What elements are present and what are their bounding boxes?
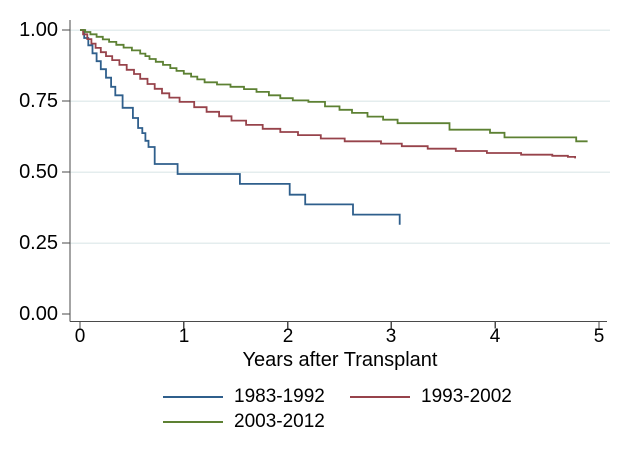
survival-curve-1993-2002 xyxy=(80,29,576,159)
y-tick-label-0.50: 0.50 xyxy=(19,161,58,183)
x-tick-label-5: 5 xyxy=(593,326,605,347)
survival-curve-1983-1992 xyxy=(80,29,401,225)
x-tick-label-3: 3 xyxy=(385,326,397,347)
legend-line-1983-1992 xyxy=(163,396,223,398)
x-tick-label-2: 2 xyxy=(282,326,294,347)
y-tick-label-0.00: 0.00 xyxy=(19,303,58,325)
y-tick-label-0.75: 0.75 xyxy=(19,90,58,112)
x-tick-label-0: 0 xyxy=(74,326,86,347)
y-tick-label-1.00: 1.00 xyxy=(19,19,58,41)
x-axis-title: Years after Transplant xyxy=(242,349,438,371)
survival-curve-2003-2012 xyxy=(80,29,588,143)
legend-label-1983-1992: 1983-1992 xyxy=(234,386,325,407)
legend-line-1993-2002 xyxy=(350,396,410,398)
legend-label-1993-2002: 1993-2002 xyxy=(421,386,512,407)
y-tick-label-0.25: 0.25 xyxy=(19,232,58,254)
x-tick-label-1: 1 xyxy=(178,326,190,347)
legend-label-2003-2012: 2003-2012 xyxy=(234,411,325,432)
legend-line-2003-2012 xyxy=(163,421,223,423)
x-tick-label-4: 4 xyxy=(489,326,501,347)
